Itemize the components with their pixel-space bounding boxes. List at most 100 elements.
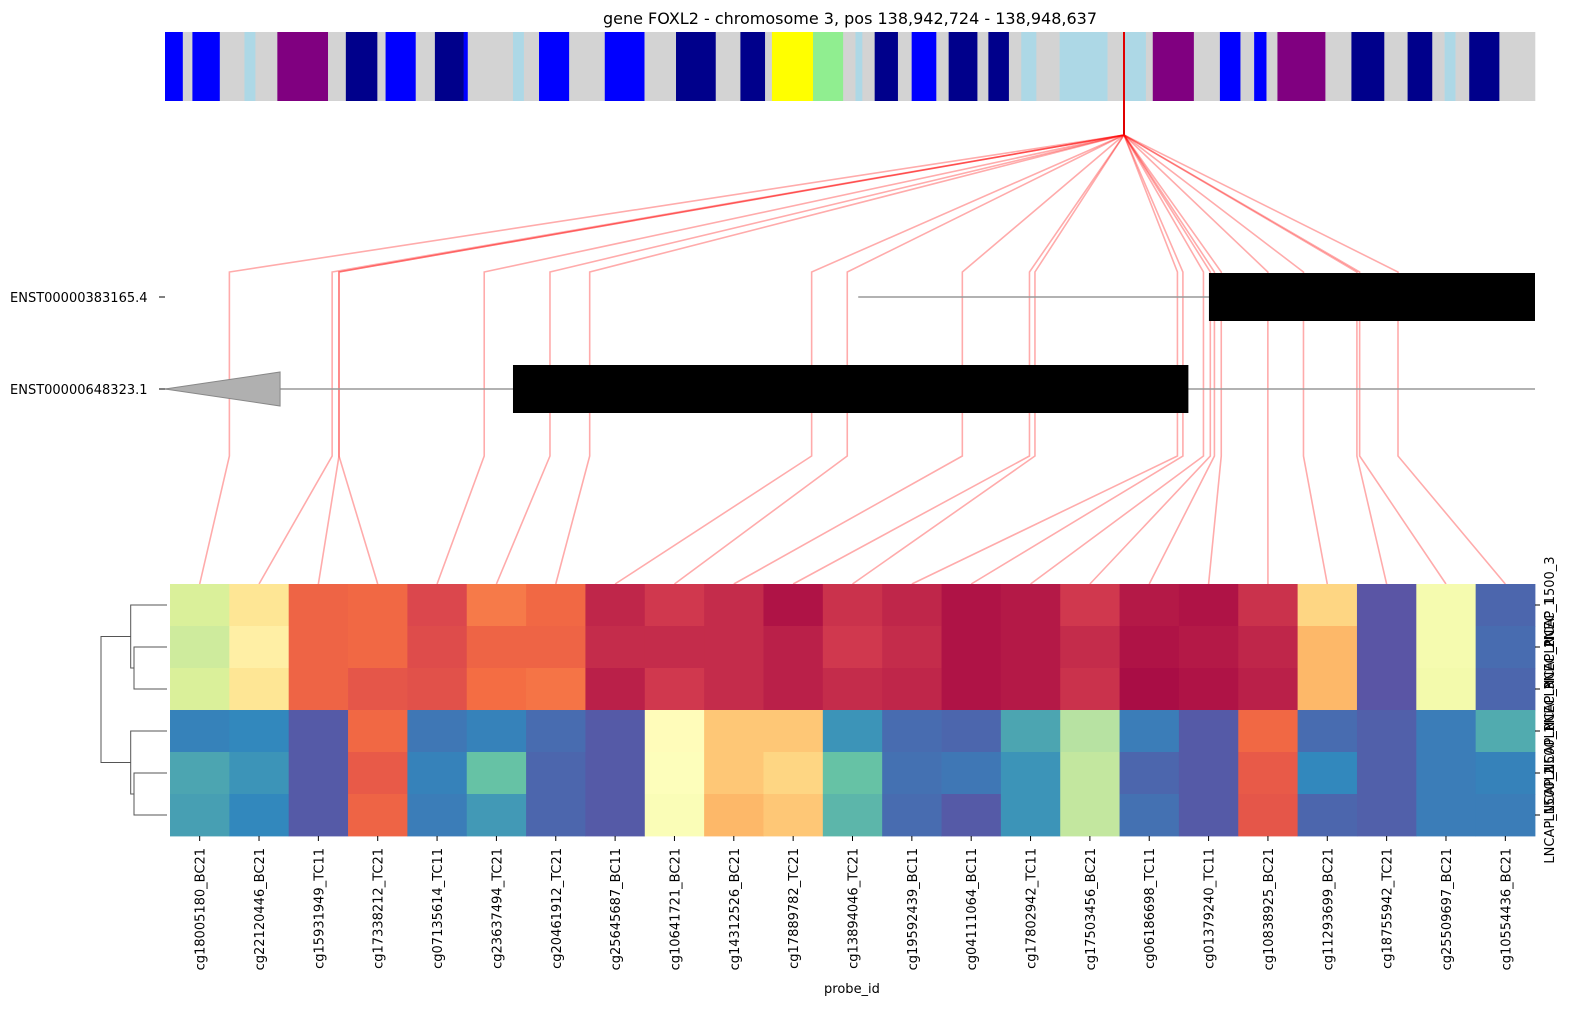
heatmap-cell-LNCAP_1500_3-cg10554436_BC21 [1475,584,1536,627]
y-tick-label-LNCAP_1500_3: LNCAP_1500_3 [1543,556,1558,653]
heatmap-cell-LNCAP_PNEC_1-cg17503456_BC21 [1060,710,1120,753]
heatmap-cell-LNCAP_1500_2-cg17503456_BC21 [1060,668,1120,711]
chromatin-segment-blue [192,32,221,101]
transcript-box-ENST00000383165.4 [1208,273,1535,321]
heatmap-cell-LNCAP_1500_2-cg13894046_TC21 [822,668,883,711]
heatmap-cell-LNCAP_1500_1-cg10838925_BC21 [1238,626,1299,669]
heatmap-cell-LNCAP_1500_1-cg10554436_BC21 [1475,626,1536,669]
heatmap-cell-LNCAP_1500_1-cg22120446_BC21 [229,626,290,669]
probe-connector-cg15931949_TC11 [317,134,1125,585]
x-tick-label-cg10554436_BC21: cg10554436_BC21 [1499,848,1514,970]
dendrogram-branch-2 [133,772,167,816]
x-tick-label-cg19592439_BC11: cg19592439_BC11 [906,848,921,970]
heatmap-cell-LNCAP_PNEC_2-cg18005180_BC21 [170,752,230,795]
heatmap-cell-LNCAP_PNEC_1-cg22120446_BC21 [229,710,290,753]
heatmap-cell-LNCAP_PNEC_3-cg22120446_BC21 [229,794,290,837]
heatmap-cell-LNCAP_PNEC_3-cg17889782_TC21 [763,794,824,837]
chromatin-segment-grey [415,32,436,101]
probe-connector-cg18755942_TC21 [1123,134,1388,585]
heatmap-cell-LNCAP_1500_3-cg10838925_BC21 [1238,584,1299,627]
probe-connector-cg07135614_TC11 [436,134,1125,585]
heatmap-cell-LNCAP_PNEC_2-cg23637494_TC21 [466,752,527,795]
heatmap-cell-LNCAP_1500_1-cg25645687_BC11 [585,626,646,669]
heatmap-cell-LNCAP_PNEC_2-cg01379240_TC11 [1178,752,1239,795]
heatmap-cell-LNCAP_PNEC_1-cg10641721_BC21 [644,710,705,753]
chromatin-segment-grey [1499,32,1536,101]
heatmap-cell-LNCAP_PNEC_3-cg14312526_BC21 [704,794,764,837]
x-tick-label-cg10641721_BC21: cg10641721_BC21 [668,848,683,970]
heatmap-cell-LNCAP_PNEC_3-cg20461912_TC21 [526,794,586,837]
heatmap-cell-LNCAP_PNEC_3-cg17802942_TC11 [1000,794,1061,837]
chromatin-segment-grey [715,32,741,101]
heatmap-cell-LNCAP_PNEC_3-cg18755942_TC21 [1356,794,1417,837]
heatmap-cell-LNCAP_PNEC_2-cg20461912_TC21 [526,752,586,795]
dendrogram-branch-0 [133,646,167,690]
chromatin-segment-grey [467,32,514,101]
dendrogram-branch-3 [130,730,167,795]
heatmap-cell-LNCAP_1500_3-cg06186698_TC11 [1119,584,1180,627]
heatmap-cell-LNCAP_1500_1-cg17889782_TC21 [763,626,824,669]
sample-tick-labels: LNCAP_1500_3LNCAP_PNEC_1LNCAP_PNEC_2LNCA… [1535,556,1558,864]
probe-connector-cg17802942_TC11 [1030,134,1205,585]
chromatin-segment-grey [862,32,875,101]
chromatin-segment-navy [1469,32,1500,101]
heatmap-cell-LNCAP_PNEC_3-cg25509697_BC21 [1416,794,1477,837]
chromatin-segment-navy [988,32,1010,101]
heatmap-cell-LNCAP_PNEC_1-cg17802942_TC11 [1000,710,1061,753]
heatmap-cell-LNCAP_PNEC_2-cg25509697_BC21 [1416,752,1477,795]
x-tick-label-cg18755942_TC21: cg18755942_TC21 [1381,848,1396,969]
heatmap-cells [170,584,1536,837]
x-tick-label-cg15931949_TC11: cg15931949_TC11 [312,848,327,969]
heatmap-cell-LNCAP_1500_2-cg17338212_TC21 [348,668,408,711]
y-tick-label-LNCAP_PNEC_3: LNCAP_PNEC_3 [1543,682,1558,781]
probe-connector-cg01379240_TC11 [1123,134,1223,585]
heatmap-cell-LNCAP_1500_2-cg20461912_TC21 [526,668,586,711]
heatmap-cell-LNCAP_1500_2-cg18005180_BC21 [170,668,230,711]
chromatin-segment-lightblue [855,32,863,101]
probe-connector-cg18005180_BC21 [198,134,1125,585]
heatmap-cell-LNCAP_1500_2-cg25509697_BC21 [1416,668,1477,711]
heatmap-cell-LNCAP_PNEC_3-cg10838925_BC21 [1238,794,1299,837]
heatmap-cell-LNCAP_PNEC_2-cg22120446_BC21 [229,752,290,795]
heatmap-cell-LNCAP_PNEC_1-cg01379240_TC11 [1178,710,1239,753]
x-tick-label-cg17338212_TC21: cg17338212_TC21 [372,848,387,969]
chromatin-segment-blue [911,32,937,101]
heatmap-cell-LNCAP_1500_3-cg22120446_BC21 [229,584,290,627]
chromatin-segment-grey [936,32,949,101]
heatmap-cell-LNCAP_PNEC_1-cg07135614_TC11 [407,710,468,753]
heatmap-cell-LNCAP_1500_1-cg04111064_BC11 [941,626,1002,669]
chromatin-segment-grey [328,32,347,101]
heatmap-cell-LNCAP_1500_2-cg04111064_BC11 [941,668,1002,711]
heatmap-cell-LNCAP_PNEC_1-cg10838925_BC21 [1238,710,1299,753]
heatmap-cell-LNCAP_1500_2-cg17889782_TC21 [763,668,824,711]
x-tick-label-cg07135614_TC11: cg07135614_TC11 [431,848,446,969]
heatmap-cell-LNCAP_1500_3-cg17503456_BC21 [1060,584,1120,627]
heatmap-cell-LNCAP_PNEC_3-cg18005180_BC21 [170,794,230,837]
chromatin-segment-lightblue [244,32,256,101]
heatmap-cell-LNCAP_PNEC_2-cg13894046_TC21 [822,752,883,795]
chromatin-segment-blue [1219,32,1241,101]
x-tick-label-cg06186698_TC11: cg06186698_TC11 [1143,848,1158,969]
heatmap-cell-LNCAP_PNEC_2-cg04111064_BC11 [941,752,1002,795]
chromatin-segment-grey [1008,32,1022,101]
x-tick-label-cg22120446_BC21: cg22120446_BC21 [253,848,268,970]
transcript-label-ENST00000648323.1: ENST00000648323.1 [10,383,148,398]
heatmap-cell-LNCAP_PNEC_2-cg25645687_BC11 [585,752,646,795]
heatmap-cell-LNCAP_PNEC_3-cg10554436_BC21 [1475,794,1536,837]
heatmap-cell-LNCAP_PNEC_1-cg06186698_TC11 [1119,710,1180,753]
chromatin-segment-lightblue [1124,32,1147,101]
heatmap-cell-LNCAP_PNEC_3-cg23637494_TC21 [466,794,527,837]
heatmap-cell-LNCAP_PNEC_3-cg11293699_BC21 [1297,794,1358,837]
transcript-label-ENST00000383165.4: ENST00000383165.4 [10,291,148,306]
chromatin-segment-grey [1432,32,1445,101]
heatmap-cell-LNCAP_1500_3-cg19592439_BC11 [882,584,942,627]
chromatin-segment-grey [1107,32,1125,101]
chromatin-segment-navy [740,32,766,101]
transcript-box-ENST00000648323.1 [512,365,1189,413]
chromatin-segment-grey [843,32,856,101]
heatmap-cell-LNCAP_PNEC_2-cg10838925_BC21 [1238,752,1299,795]
heatmap-cell-LNCAP_1500_2-cg07135614_TC11 [407,668,468,711]
heatmap-cell-LNCAP_PNEC_1-cg23637494_TC21 [466,710,527,753]
probe-connector-cg17338212_TC21 [338,134,1125,585]
chromatin-segment-navy [874,32,899,101]
